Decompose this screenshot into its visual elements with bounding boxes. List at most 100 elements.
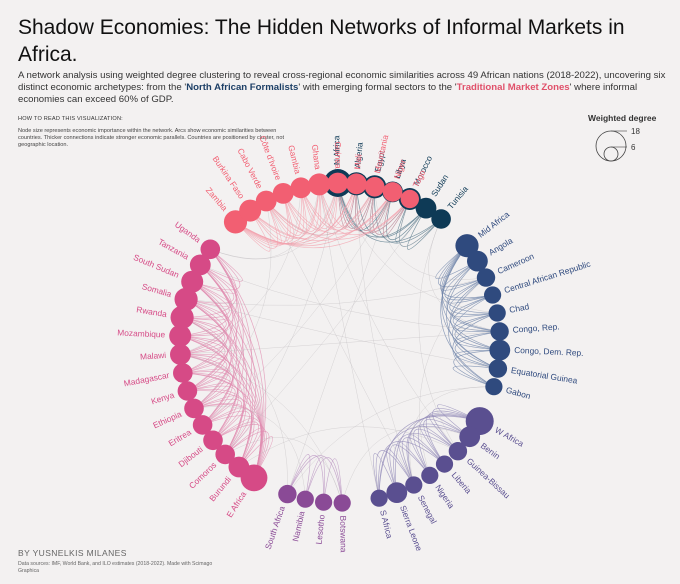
- node-equatorial-guinea[interactable]: [488, 359, 508, 378]
- node-label: Sierra Leone: [398, 504, 424, 553]
- node-cabo-verde[interactable]: [255, 190, 277, 212]
- cluster-link: [238, 436, 274, 479]
- cluster-link: [413, 428, 459, 476]
- cluster-link: [453, 349, 500, 388]
- node-label: Eritrea: [167, 427, 194, 448]
- node-rwanda[interactable]: [170, 305, 194, 329]
- node-congo-dem-rep[interactable]: [489, 339, 511, 361]
- node-burundi[interactable]: [228, 456, 250, 478]
- node-gabon[interactable]: [485, 378, 503, 396]
- node-burkina-faso[interactable]: [239, 199, 262, 222]
- node-label: Uganda: [173, 219, 203, 245]
- node-guinea-bissau[interactable]: [448, 442, 468, 461]
- node-ethiopia[interactable]: [184, 398, 204, 419]
- node-malawi[interactable]: [170, 344, 191, 365]
- node-mali[interactable]: [346, 173, 367, 195]
- cluster-link: [182, 281, 230, 319]
- node-mauritania[interactable]: [364, 177, 385, 197]
- node-central-african-republic[interactable]: [484, 286, 502, 304]
- node-sudan[interactable]: [415, 197, 437, 219]
- node-angola[interactable]: [467, 250, 488, 272]
- node-cameroon[interactable]: [476, 268, 496, 287]
- cluster-link: [182, 372, 239, 441]
- node-chad[interactable]: [488, 304, 506, 322]
- node-liberia[interactable]: [435, 455, 454, 473]
- node-senegal[interactable]: [405, 476, 423, 494]
- cluster-link: [423, 419, 470, 465]
- node-guinea[interactable]: [327, 172, 349, 194]
- cluster-link: [318, 182, 339, 228]
- legend-circle-small: [603, 146, 619, 162]
- node-label: Madagascar: [123, 370, 170, 388]
- node-mozambique[interactable]: [169, 324, 192, 347]
- node-label: South Sudan: [132, 252, 181, 280]
- node-sierra-leone[interactable]: [386, 482, 408, 503]
- cluster-link: [337, 182, 427, 238]
- cluster-link: [386, 448, 415, 493]
- cluster-link: [186, 281, 231, 307]
- cluster-link: [249, 184, 320, 239]
- node-niger[interactable]: [382, 182, 403, 202]
- cluster-link: [300, 187, 411, 236]
- cross-link: [318, 184, 380, 499]
- cross-link: [419, 277, 487, 476]
- cluster-link: [449, 277, 498, 315]
- cluster-link: [356, 183, 393, 231]
- subtitle-text-2: ' with emerging formal sectors to the ': [298, 82, 457, 93]
- node-lesotho[interactable]: [315, 493, 333, 511]
- node-mid-africa[interactable]: [455, 234, 479, 258]
- node-somalia[interactable]: [174, 287, 198, 311]
- node-label: Rwanda: [136, 304, 168, 319]
- node-djibouti[interactable]: [203, 430, 223, 451]
- node-benin[interactable]: [459, 426, 481, 448]
- cluster-link: [181, 317, 234, 426]
- cross-link: [356, 183, 415, 486]
- node-nigeria[interactable]: [421, 466, 439, 484]
- node-congo-rep[interactable]: [490, 322, 509, 341]
- cross-link: [238, 426, 459, 468]
- cross-link: [374, 186, 487, 280]
- node-c-te-d-ivoire[interactable]: [272, 183, 294, 204]
- cluster-link: [200, 264, 265, 478]
- cluster-link: [447, 277, 493, 304]
- node-label: Botswana: [338, 516, 349, 553]
- node-label: Malawi: [140, 350, 167, 362]
- node-label: E Africa: [224, 489, 248, 519]
- cluster-link: [193, 404, 264, 479]
- node-kenya[interactable]: [177, 381, 198, 401]
- cluster-link: [374, 186, 442, 244]
- cluster-link: [182, 371, 231, 409]
- nodes-layer: [169, 169, 511, 512]
- node-togo[interactable]: [400, 189, 419, 209]
- node-uganda[interactable]: [200, 239, 221, 260]
- cross-link: [225, 437, 343, 504]
- node-comoros[interactable]: [215, 444, 235, 465]
- cluster-link: [429, 415, 470, 452]
- cluster-link: [187, 281, 232, 392]
- node-label: Niger: [392, 158, 408, 180]
- cluster-link: [407, 413, 480, 486]
- node-label: Mid Africa: [476, 209, 512, 240]
- node-south-africa[interactable]: [278, 484, 297, 504]
- node-namibia[interactable]: [296, 490, 314, 508]
- node-botswana[interactable]: [333, 494, 351, 512]
- cluster-link: [212, 421, 259, 468]
- node-madagascar[interactable]: [173, 363, 193, 383]
- node-tanzania[interactable]: [189, 254, 211, 276]
- cluster-link: [180, 264, 233, 337]
- node-south-sudan[interactable]: [181, 270, 204, 293]
- cross-link: [193, 406, 306, 500]
- node-gambia[interactable]: [290, 177, 312, 199]
- node-ghana[interactable]: [308, 173, 331, 196]
- node-label: Liberia: [450, 470, 474, 496]
- cluster-link: [406, 207, 442, 250]
- node-eritrea[interactable]: [192, 415, 213, 435]
- node-tunisia[interactable]: [431, 209, 451, 229]
- node-label: Congo, Rep.: [512, 321, 560, 334]
- cross-link: [266, 186, 375, 236]
- node-s-africa[interactable]: [370, 489, 388, 507]
- node-label: Congo, Dem. Rep.: [514, 345, 584, 358]
- cluster-link: [446, 260, 499, 369]
- node-label: W Africa: [493, 425, 525, 449]
- cluster-link: [235, 184, 320, 245]
